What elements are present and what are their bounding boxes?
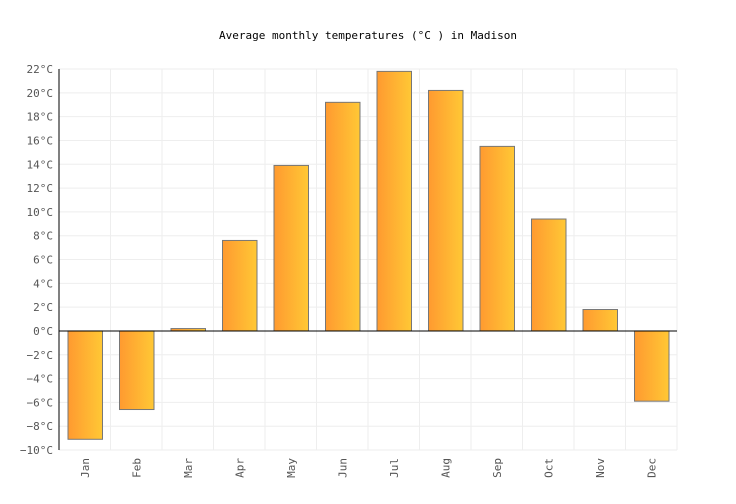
bar-apr: [222, 239, 258, 332]
y-tick-label: −6°C: [27, 396, 54, 409]
y-tick-label: 2°C: [33, 301, 53, 314]
x-tick-label: Jun: [336, 458, 349, 478]
x-tick-label: Apr: [233, 458, 246, 478]
x-tick-label: Jan: [79, 458, 92, 478]
x-tick-label: Feb: [130, 458, 143, 478]
x-tick-label: Oct: [542, 458, 555, 478]
y-tick-labels: −10°C −8°C −6°C −4°C −2°C 0°C 2°C 4°C 6°C 8°C 10°C…: [20, 63, 53, 457]
y-tick-label: 10°C: [27, 206, 54, 219]
y-tick-label: 4°C: [33, 277, 53, 290]
x-tick-label: May: [285, 458, 298, 478]
bar-oct: [531, 218, 567, 332]
y-tick-label: 8°C: [33, 230, 53, 243]
x-tick-label: Dec: [645, 458, 658, 478]
x-tick-label: Mar: [182, 458, 195, 478]
bars: [67, 70, 670, 440]
y-tick-label: 12°C: [27, 182, 54, 195]
bar-aug: [428, 89, 464, 332]
y-tick-label: 16°C: [27, 134, 54, 147]
y-tick-label: 18°C: [27, 111, 54, 124]
y-tick-label: 6°C: [33, 254, 53, 267]
x-tick-label: Jul: [388, 458, 401, 478]
y-tick-label: −2°C: [27, 349, 54, 362]
y-tick-label: 20°C: [27, 87, 54, 100]
x-tick-label: Nov: [594, 458, 607, 478]
bar-may: [273, 164, 309, 332]
bar-feb: [119, 330, 155, 411]
y-tick-label: −8°C: [27, 420, 54, 433]
y-tick-label: 0°C: [33, 325, 53, 338]
bar-jul: [376, 70, 412, 332]
y-tick-label: −4°C: [27, 373, 54, 386]
bar-nov: [582, 309, 618, 332]
axes: [58, 69, 677, 450]
y-tick-label: 22°C: [27, 63, 54, 76]
bar-jun: [325, 101, 361, 332]
x-tick-labels: Jan Feb Mar Apr May Jun Jul Aug Sep Oct Nov Dec: [79, 458, 659, 478]
chart-title: Average monthly temperatures (°C ) in Ma…: [219, 29, 517, 42]
y-tick-label: 14°C: [27, 158, 54, 171]
x-tick-label: Sep: [491, 458, 504, 478]
y-tick-label: −10°C: [20, 444, 53, 457]
x-tick-label: Aug: [439, 458, 452, 478]
bar-jan: [67, 330, 103, 440]
bar-dec: [634, 330, 670, 402]
bar-sep: [479, 145, 515, 332]
